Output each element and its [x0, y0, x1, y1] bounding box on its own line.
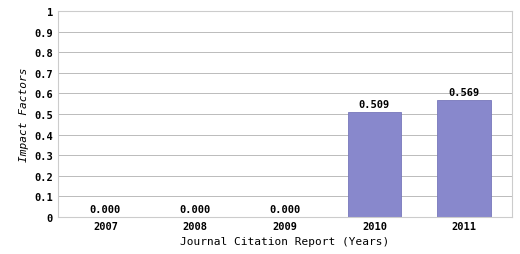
- Text: 0.000: 0.000: [179, 204, 211, 214]
- Text: 0.000: 0.000: [269, 204, 301, 214]
- Bar: [347, 113, 401, 217]
- Bar: [437, 100, 491, 217]
- Text: 0.000: 0.000: [90, 204, 121, 214]
- Text: 0.509: 0.509: [359, 100, 390, 110]
- X-axis label: Journal Citation Report (Years): Journal Citation Report (Years): [180, 236, 389, 246]
- Text: 0.569: 0.569: [449, 87, 480, 97]
- Y-axis label: Impact Factors: Impact Factors: [19, 68, 29, 162]
